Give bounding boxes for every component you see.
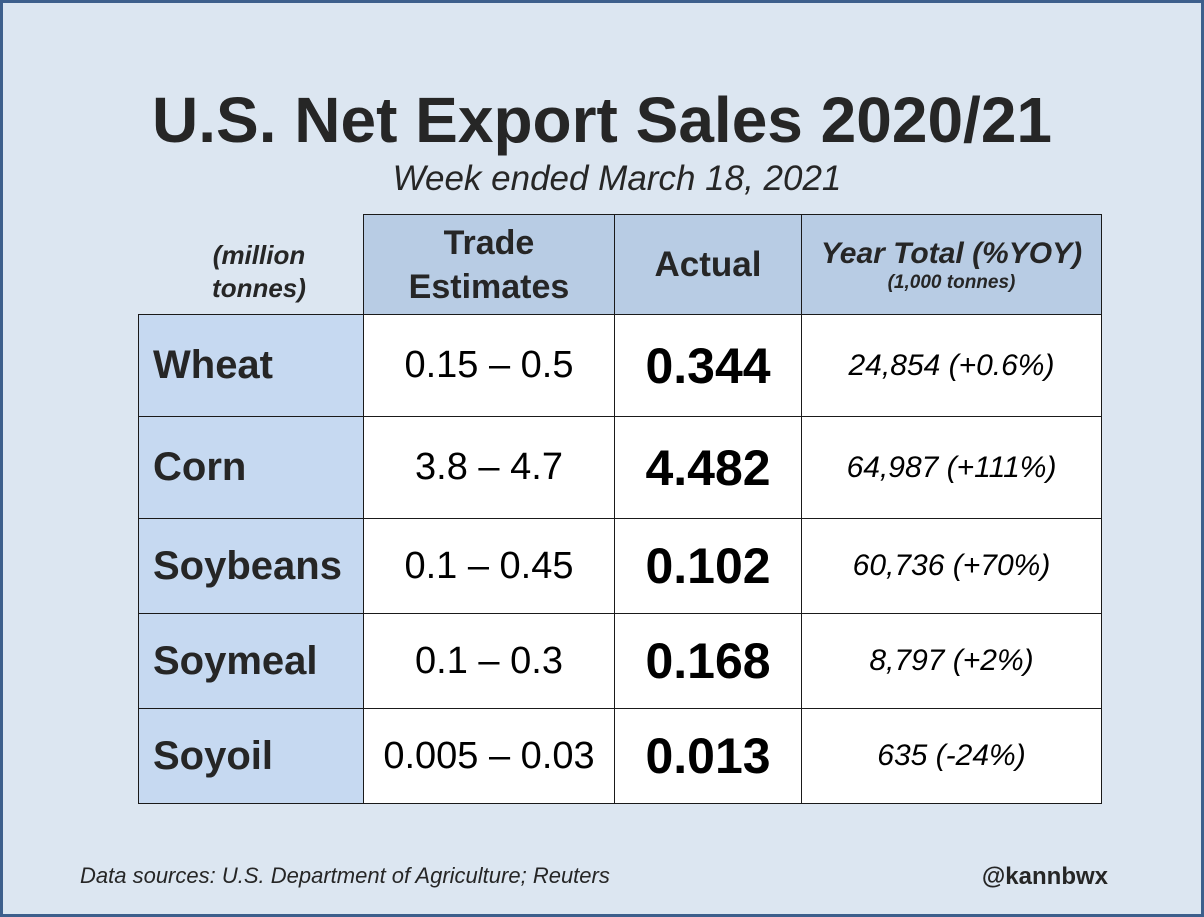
header-year-total-label: Year Total (%YOY): [820, 236, 1083, 270]
year-total-cell: 64,987 (+111%): [801, 416, 1102, 519]
commodity-label: Soybeans: [153, 543, 342, 588]
estimate-value: 0.1 – 0.45: [404, 544, 574, 587]
row-header-corn: Corn: [138, 416, 364, 519]
actual-cell: 0.102: [614, 518, 802, 614]
year-total-cell: 635 (-24%): [801, 708, 1102, 804]
year-total-value: 635 (-24%): [877, 739, 1026, 772]
header-trade-estimates-line2: Estimates: [408, 267, 570, 306]
row-header-soymeal: Soymeal: [138, 613, 364, 709]
year-total-value: 60,736 (+70%): [852, 549, 1051, 582]
estimate-cell: 0.1 – 0.45: [363, 518, 615, 614]
actual-value: 0.344: [645, 337, 771, 394]
year-total-cell: 60,736 (+70%): [801, 518, 1102, 614]
page-title: U.S. Net Export Sales 2020/21: [152, 84, 1052, 156]
actual-value: 0.102: [645, 538, 771, 594]
row-header-wheat: Wheat: [138, 314, 364, 417]
estimate-value: 0.15 – 0.5: [404, 344, 574, 386]
year-total-value: 64,987 (+111%): [846, 450, 1057, 484]
estimate-cell: 0.005 – 0.03: [363, 708, 615, 804]
estimate-value: 0.1 – 0.3: [415, 639, 563, 682]
actual-value: 0.013: [645, 728, 771, 784]
commodity-label: Corn: [153, 445, 247, 489]
estimate-value: 0.005 – 0.03: [383, 734, 595, 777]
estimate-cell: 0.15 – 0.5: [363, 314, 615, 417]
actual-cell: 0.168: [614, 613, 802, 709]
header-trade-estimates-line1: Trade: [443, 223, 535, 262]
header-actual: Actual: [614, 214, 802, 315]
header-year-total-units: (1,000 tonnes): [887, 271, 1016, 293]
estimate-cell: 3.8 – 4.7: [363, 416, 615, 519]
author-handle: @kannbwx: [981, 863, 1108, 890]
units-label: (million tonnes): [212, 240, 306, 303]
estimate-cell: 0.1 – 0.3: [363, 613, 615, 709]
year-total-value: 8,797 (+2%): [869, 644, 1034, 677]
commodity-label: Wheat: [153, 343, 273, 387]
row-header-soybeans: Soybeans: [138, 518, 364, 614]
actual-cell: 0.013: [614, 708, 802, 804]
header-actual-label: Actual: [654, 244, 762, 284]
header-year-total: Year Total (%YOY) (1,000 tonnes): [801, 214, 1102, 315]
commodity-label: Soymeal: [153, 638, 318, 683]
actual-value: 4.482: [645, 439, 771, 496]
actual-value: 0.168: [645, 633, 771, 689]
row-header-soyoil: Soyoil: [138, 708, 364, 804]
year-total-cell: 8,797 (+2%): [801, 613, 1102, 709]
actual-cell: 0.344: [614, 314, 802, 417]
data-sources-note: Data sources: U.S. Department of Agricul…: [80, 863, 610, 888]
year-total-cell: 24,854 (+0.6%): [801, 314, 1102, 417]
year-total-value: 24,854 (+0.6%): [848, 348, 1055, 382]
header-trade-estimates: Trade Estimates: [363, 214, 615, 315]
actual-cell: 4.482: [614, 416, 802, 519]
commodity-label: Soyoil: [153, 733, 274, 778]
page-subtitle: Week ended March 18, 2021: [392, 159, 842, 198]
estimate-value: 3.8 – 4.7: [415, 446, 563, 488]
